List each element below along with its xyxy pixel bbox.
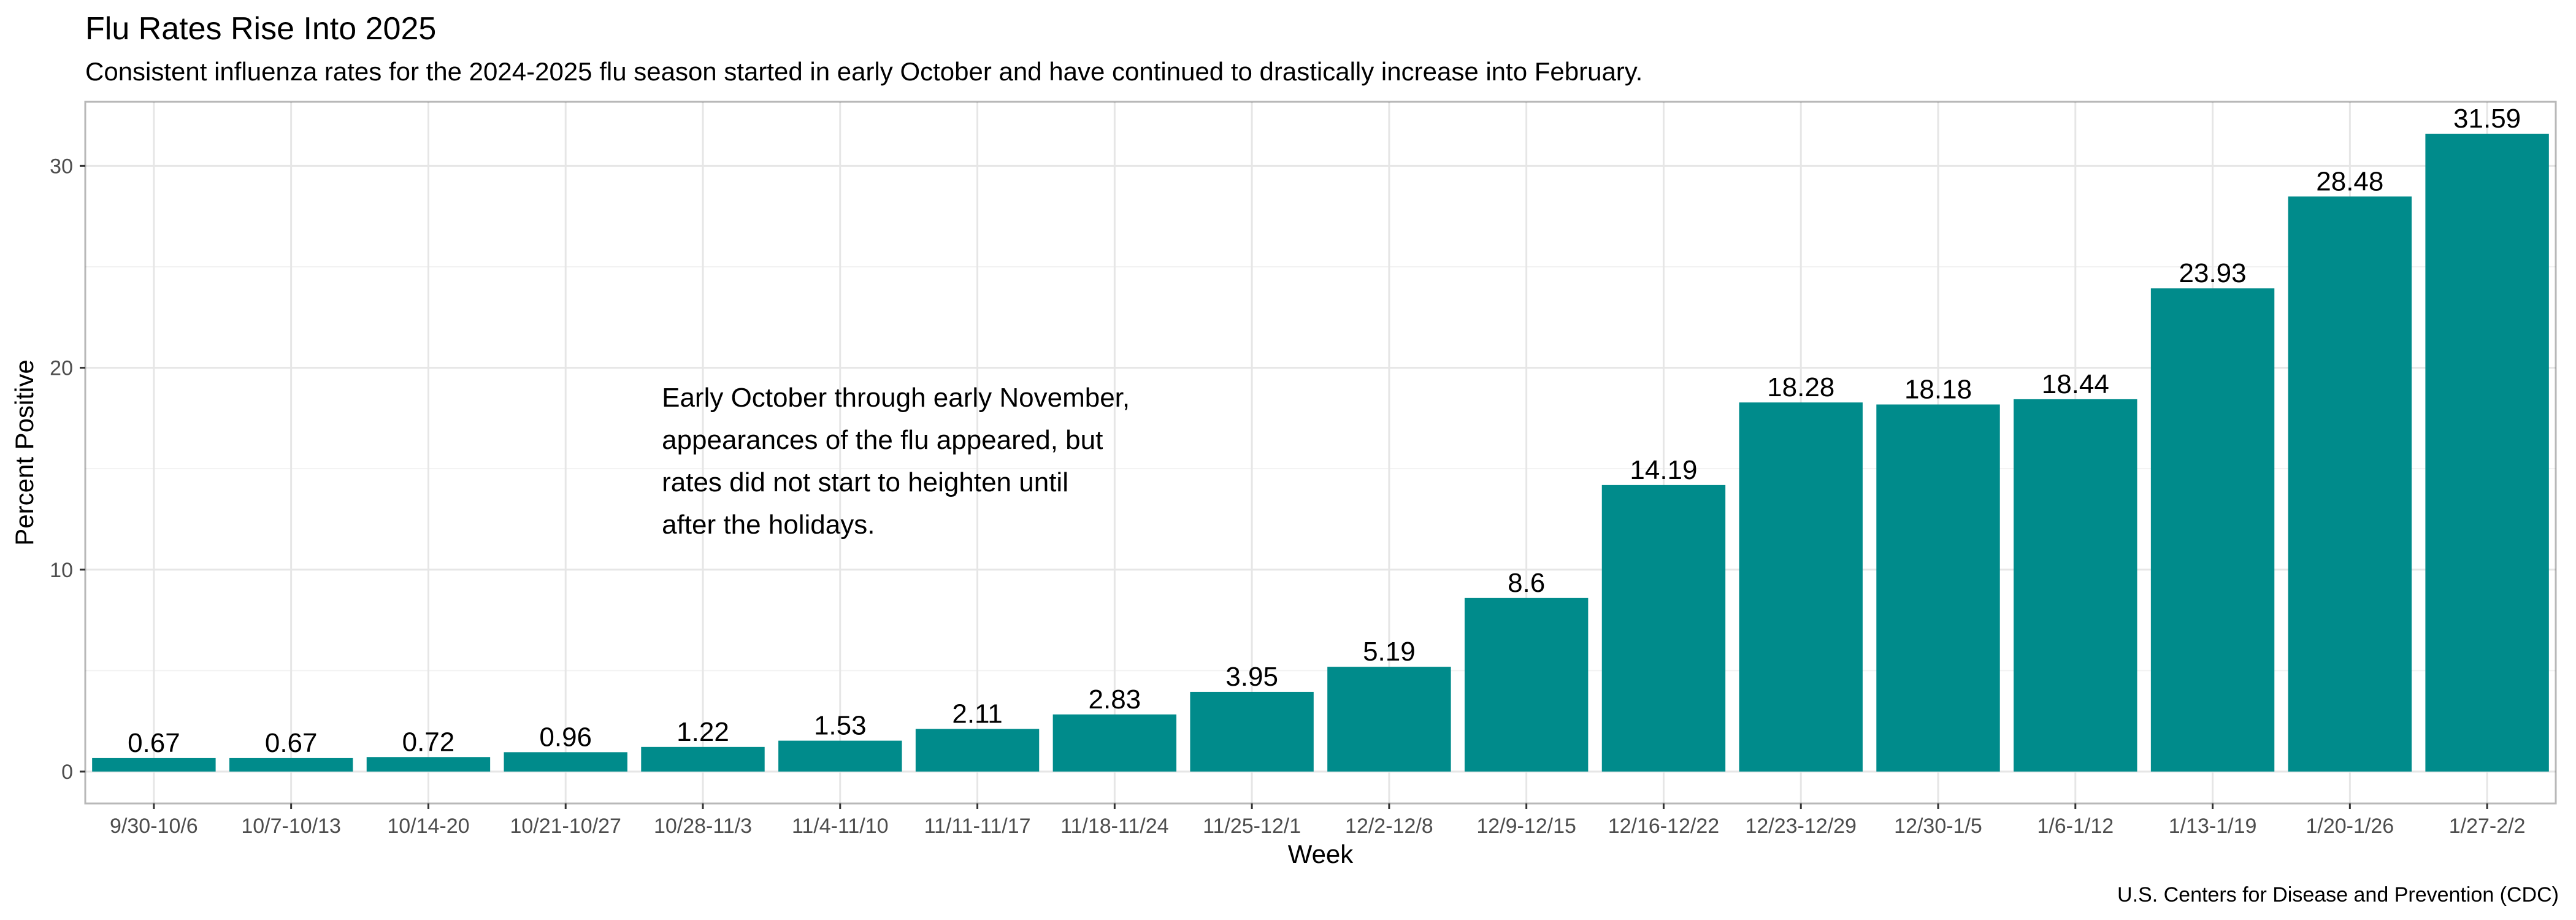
- y-tick-label: 0: [61, 761, 73, 784]
- bar: [1327, 667, 1451, 772]
- annotation-line: after the holidays.: [662, 510, 875, 540]
- bar: [1601, 485, 1726, 772]
- x-tick-label: 10/28-11/3: [654, 815, 752, 838]
- plot-panel-border: [84, 101, 2557, 805]
- x-tick-label: 1/6-1/12: [2037, 815, 2114, 838]
- data-label: 18.18: [1904, 374, 1972, 404]
- data-label: 0.96: [539, 722, 592, 752]
- x-tick-label: 12/2-12/8: [1345, 815, 1433, 838]
- data-label: 1.22: [677, 717, 729, 747]
- x-tick-label: 10/7-10/13: [241, 815, 341, 838]
- x-tick-label: 1/20-1/26: [2306, 815, 2394, 838]
- bar: [504, 752, 627, 772]
- data-label: 23.93: [2179, 258, 2247, 288]
- x-tick-label: 11/18-11/24: [1060, 815, 1168, 838]
- data-label: 1.53: [814, 711, 867, 741]
- caption-source: U.S. Centers for Disease and Prevention …: [2117, 883, 2559, 907]
- data-label: 2.11: [952, 699, 1002, 729]
- bar: [1876, 404, 2000, 772]
- bar: [92, 757, 216, 772]
- data-label: 0.67: [265, 728, 318, 758]
- x-tick-label: 12/9-12/15: [1476, 815, 1576, 838]
- x-tick-label: 11/11-11/17: [924, 815, 1031, 838]
- data-label: 5.19: [1363, 637, 1416, 667]
- bar: [1739, 402, 1863, 772]
- bar: [1052, 714, 1177, 772]
- annotation-text: Early October through early November, app…: [662, 383, 1130, 540]
- data-label: 0.67: [128, 728, 180, 758]
- data-label: 0.72: [402, 727, 455, 757]
- x-tick-label: 12/16-12/22: [1608, 815, 1720, 838]
- annotation-line: appearances of the flu appeared, but: [662, 425, 1103, 455]
- x-tick-label: 11/4-11/10: [792, 815, 889, 838]
- x-tick-label: 9/30-10/6: [110, 815, 198, 838]
- bar: [366, 757, 491, 772]
- x-tick-label: 12/23-12/29: [1745, 815, 1857, 838]
- bar: [2425, 134, 2549, 772]
- bar: [229, 757, 353, 772]
- bar: [915, 729, 1040, 772]
- data-label: 31.59: [2453, 104, 2521, 134]
- bars: [92, 134, 2549, 772]
- x-tick-label: 12/30-1/5: [1894, 815, 1982, 838]
- x-tick-label: 11/25-12/1: [1203, 815, 1301, 838]
- data-labels: 0.67 0.67 0.72 0.96 1.22 1.53 2.11 2.83 3.95 5.19…: [128, 104, 2521, 758]
- x-axis-ticks: 9/30-10/6 10/7-10/13 10/14-20 10/21-10/27 10…: [110, 803, 2525, 838]
- annotation-line: Early October through early November,: [662, 383, 1130, 413]
- bar: [778, 740, 902, 772]
- x-tick-label: 1/13-1/19: [2169, 815, 2257, 838]
- data-label: 28.48: [2316, 166, 2383, 196]
- bar: [2150, 288, 2275, 772]
- chart-subtitle: Consistent influenza rates for the 2024-…: [85, 57, 1643, 86]
- data-label: 3.95: [1225, 662, 1278, 692]
- data-label: 8.6: [1508, 568, 1545, 598]
- bar: [2288, 196, 2412, 772]
- data-label: 2.83: [1089, 684, 1141, 715]
- annotation-line: rates did not start to heighten until: [662, 467, 1068, 497]
- bar: [1190, 691, 1314, 772]
- y-tick-label: 20: [50, 357, 73, 380]
- y-axis-title: Percent Positive: [10, 359, 39, 545]
- x-tick-label: 10/14-20: [387, 815, 469, 838]
- x-tick-label: 10/21-10/27: [510, 815, 621, 838]
- y-axis-ticks: 0 10 20 30: [50, 155, 85, 784]
- bar: [1464, 597, 1589, 772]
- y-tick-label: 30: [50, 155, 73, 178]
- chart-title: Flu Rates Rise Into 2025: [85, 11, 436, 47]
- data-label: 14.19: [1630, 455, 1697, 485]
- data-label: 18.28: [1767, 372, 1834, 402]
- data-label: 18.44: [2042, 369, 2109, 399]
- y-tick-label: 10: [50, 559, 73, 582]
- bar: [641, 746, 765, 772]
- x-tick-label: 1/27-2/2: [2449, 815, 2526, 838]
- x-axis-title: Week: [1288, 840, 1354, 868]
- bar: [2014, 399, 2137, 772]
